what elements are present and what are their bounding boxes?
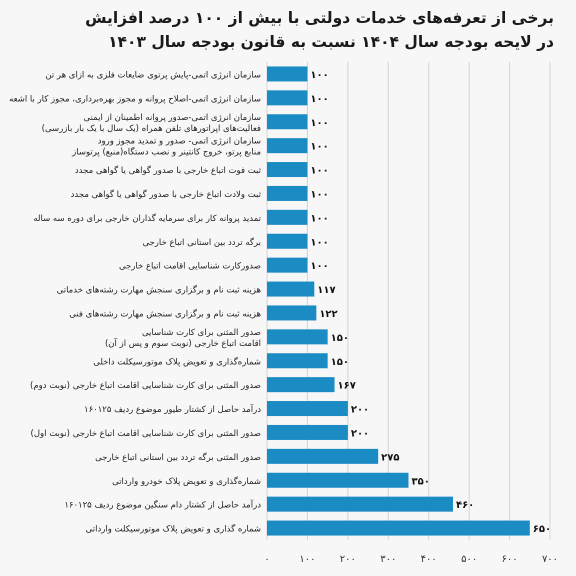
x-tick-label: ۷۰۰ (542, 554, 558, 565)
bar (267, 472, 409, 488)
bar-value-label: ۲۷۵ (381, 452, 399, 463)
category-label: صدور المثنی برای کارت شناسایی (142, 328, 261, 338)
category-label: اقامت اتباع خارجی (نوبت سوم و پس از آن) (105, 337, 261, 349)
bar (267, 66, 308, 82)
category-label: شماره‌گذاری و تعویض پلاک خودرو وارداتی (112, 476, 261, 487)
x-tick-label: ۲۰۰ (340, 554, 356, 565)
bar-value-label: ۱۰۰ (310, 118, 328, 129)
bar-value-label: ۶۵۰ (533, 524, 551, 535)
x-tick-label: ۵۰۰ (461, 554, 477, 565)
category-label: برگه تردد بین استانی اتباع خارجی (142, 237, 261, 248)
category-label: درآمد حاصل از کشتار طیور موضوع ردیف ۱۶۰۱… (84, 403, 261, 415)
x-tick-label: ۱۰۰ (299, 554, 315, 565)
category-label: شماره گذاری و تعویض پلاک موتورسیکلت وارد… (86, 524, 261, 535)
category-label: صدور المثنی برگه تردد بین استانی اتباع خ… (95, 452, 261, 463)
bar (267, 114, 308, 130)
bar (267, 520, 530, 536)
category-label: صدور المثنی برای کارت شناسایی اقامت اتبا… (30, 381, 261, 391)
bar-value-label: ۱۲۲ (319, 309, 337, 320)
bar-value-label: ۳۵۰ (412, 476, 430, 487)
category-label: صدورکارت شناسایی اقامت اتباع خارجی (119, 262, 261, 272)
bar (267, 377, 335, 393)
x-tick-label: ۳۰۰ (380, 554, 396, 565)
category-label: سازمان انرژی اتمی-اصلاح پروانه و مجوز به… (9, 94, 261, 104)
bar (267, 496, 453, 512)
bar-value-label: ۱۰۰ (310, 261, 328, 272)
category-label: ثبت ولادت اتباع خارجی با صدور گواهی یا گ… (71, 189, 262, 200)
chart-title: برخی از تعرفه‌های خدمات دولتی با بیش از … (85, 9, 554, 27)
bar-value-label: ۱۰۰ (310, 142, 328, 153)
bar-value-label: ۱۵۰ (331, 357, 349, 368)
bar (267, 401, 348, 417)
bar (267, 305, 317, 321)
bar-value-label: ۱۵۰ (331, 333, 349, 344)
category-label: درآمد حاصل از کشتار دام سنگین موضوع ردیف… (64, 499, 261, 511)
category-label: سازمان انرژی اتمی-صدور پروانه اطمینان از… (84, 113, 261, 123)
bar (267, 424, 348, 440)
chart-subtitle: در لایحه بودجه سال ۱۴۰۴ نسبت به قانون بو… (108, 33, 554, 51)
chart-title-block: برخی از تعرفه‌های خدمات دولتی با بیش از … (14, 6, 554, 54)
bar (267, 90, 308, 106)
bar-value-label: ۴۶۰ (456, 500, 474, 511)
category-label: سازمان انرژی اتمی- صدور و تمدید مجوز ورو… (98, 137, 261, 147)
category-label: تمدید پروانه کار برای سرمایه گذاران خارج… (33, 213, 261, 224)
category-label: منابع پرتو، خروج کانتینر و نصب دستگاه(من… (71, 147, 261, 158)
bar (267, 353, 328, 369)
bar-value-label: ۱۰۰ (310, 94, 328, 105)
bar (267, 162, 308, 178)
category-label: ثبت فوت اتباع خارجی با صدور گواهی یا گوا… (75, 165, 262, 176)
bar-value-label: ۱۶۷ (338, 381, 356, 392)
category-label: فعالیت‌های اپراتورهای تلفن همراه (یک سال… (42, 124, 261, 134)
bar (267, 233, 308, 249)
bar (267, 448, 379, 464)
bar (267, 209, 308, 225)
bar-value-label: ۱۰۰ (310, 70, 328, 81)
bar (267, 257, 308, 273)
category-label: صدور المثنی برای کارت شناسایی اقامت اتبا… (31, 429, 261, 439)
bar (267, 329, 328, 345)
x-tick-label: ۴۰۰ (421, 554, 437, 565)
bar-value-label: ۲۰۰ (351, 428, 369, 439)
bar (267, 185, 308, 201)
bar (267, 281, 315, 297)
bar-value-label: ۱۰۰ (310, 213, 328, 224)
x-tick-label: ۰ (264, 554, 269, 565)
bar-value-label: ۱۰۰ (310, 237, 328, 248)
x-tick-label: ۶۰۰ (502, 554, 518, 565)
category-label: سازمان انرژی اتمی-پایش پرتوی ضایعات فلزی… (45, 70, 261, 80)
bar-value-label: ۱۰۰ (310, 166, 328, 177)
category-label: شماره‌گذاری و تعویض پلاک موتورسیکلت داخل… (93, 356, 261, 367)
bar (267, 138, 308, 154)
category-label: هزینه ثبت نام و برگزاری سنجش مهارت رشته‌… (69, 308, 261, 319)
category-label: هزینه ثبت نام و برگزاری سنجش مهارت رشته‌… (57, 285, 261, 296)
bar-value-label: ۱۰۰ (310, 189, 328, 200)
bar-value-label: ۲۰۰ (351, 405, 369, 416)
bar-value-label: ۱۱۷ (317, 285, 335, 296)
